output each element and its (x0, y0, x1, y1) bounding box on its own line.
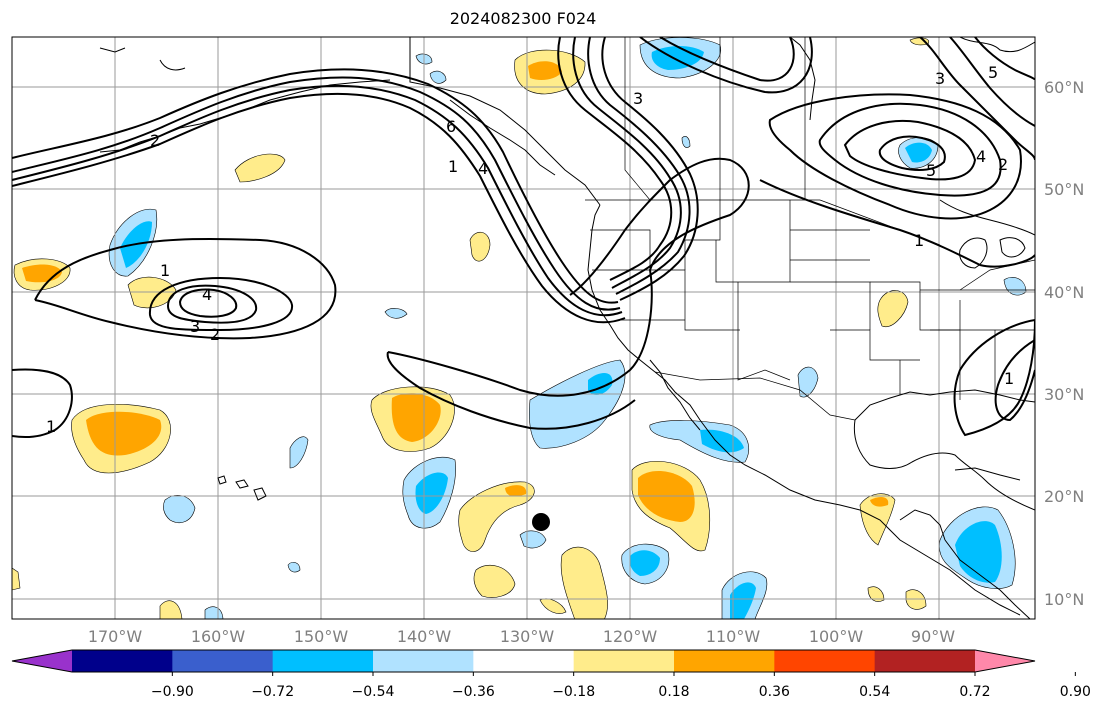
longitude-axis: 170°W 160°W 150°W 140°W 130°W 120°W 110°… (88, 627, 955, 646)
colorbar-segment (674, 650, 775, 672)
lat-tick-label: 40°N (1044, 283, 1084, 302)
contour-label: 5 (926, 161, 936, 180)
colorbar: −0.90 −0.72 −0.54 −0.36 −0.18 0.18 0.36 0.54 0.7… (11, 649, 1091, 700)
contour-label: 4 (478, 159, 488, 178)
lon-tick-label: 170°W (88, 627, 143, 646)
contour-label: 5 (988, 63, 998, 82)
lat-tick-label: 60°N (1044, 78, 1084, 97)
positive-anomaly-regions (12, 37, 930, 619)
colorbar-tick-label: −0.18 (552, 684, 595, 700)
colorbar-tick-label: 0.72 (959, 684, 990, 700)
colorbar-segments (11, 649, 1036, 673)
lon-tick-label: 100°W (809, 627, 864, 646)
contour-label: 6 (446, 117, 456, 136)
lon-tick-label: 150°W (294, 627, 349, 646)
contour-label: 1 (1004, 369, 1014, 388)
contour-lines (12, 37, 1035, 439)
contour-label: 4 (976, 147, 986, 166)
colorbar-tick-label: 0.18 (658, 684, 689, 700)
colorbar-segment (373, 650, 474, 672)
colorbar-outline (11, 649, 1036, 673)
negative-anomaly-regions (108, 37, 1027, 619)
state-borders (585, 37, 1035, 421)
colorbar-extend-min (12, 650, 72, 672)
colorbar-tick-label: −0.72 (251, 684, 294, 700)
lon-tick-label: 120°W (603, 627, 658, 646)
lat-tick-label: 50°N (1044, 180, 1084, 199)
colorbar-tick-label: 0.36 (759, 684, 790, 700)
lon-tick-label: 160°W (191, 627, 246, 646)
contour-label: 2 (150, 131, 160, 150)
contour-label: 3 (190, 317, 200, 336)
colorbar-tick-label: −0.90 (151, 684, 194, 700)
colorbar-segment (473, 650, 575, 672)
map-panel: 6 1 4 3 2 1 4 3 2 1 3 5 5 4 2 1 1 (12, 37, 1035, 619)
contour-label: 1 (914, 231, 924, 250)
contour-label: 3 (935, 69, 945, 88)
contour-label: 1 (46, 417, 56, 436)
lat-tick-label: 10°N (1044, 590, 1084, 609)
lon-tick-label: 140°W (397, 627, 452, 646)
map-title: 2024082300 F024 (449, 9, 597, 28)
colorbar-segment (874, 650, 976, 672)
lon-tick-label: 110°W (706, 627, 761, 646)
map-frame (11, 36, 1036, 620)
colorbar-extend-max (975, 650, 1035, 672)
colorbar-segment (72, 650, 173, 672)
latitude-axis: 60°N 50°N 40°N 30°N 20°N 10°N (1044, 78, 1084, 609)
contour-labels: 6 1 4 3 2 1 4 3 2 1 3 5 5 4 2 1 1 (46, 63, 1014, 436)
colorbar-tick-label: −0.54 (352, 684, 395, 700)
colorbar-tick-label: 0.90 (1060, 684, 1091, 700)
lat-tick-label: 30°N (1044, 385, 1084, 404)
colorbar-segment (573, 650, 675, 672)
contour-label: 3 (633, 89, 643, 108)
colorbar-segment (172, 650, 274, 672)
lat-tick-label: 20°N (1044, 487, 1084, 506)
colorbar-segment (272, 650, 374, 672)
contour-label: 1 (160, 261, 170, 280)
contour-label: 2 (998, 155, 1008, 174)
lon-tick-label: 130°W (500, 627, 555, 646)
colorbar-ticks: −0.90 −0.72 −0.54 −0.36 −0.18 0.18 0.36 0.54 0.7… (151, 672, 1091, 700)
contour-label: 2 (210, 325, 220, 344)
contour-label: 1 (448, 157, 458, 176)
storm-center-marker (532, 513, 550, 531)
lon-tick-label: 90°W (911, 627, 955, 646)
contour-label: 4 (202, 285, 212, 304)
colorbar-segment (774, 650, 876, 672)
colorbar-tick-label: −0.36 (452, 684, 495, 700)
colorbar-tick-label: 0.54 (859, 684, 890, 700)
